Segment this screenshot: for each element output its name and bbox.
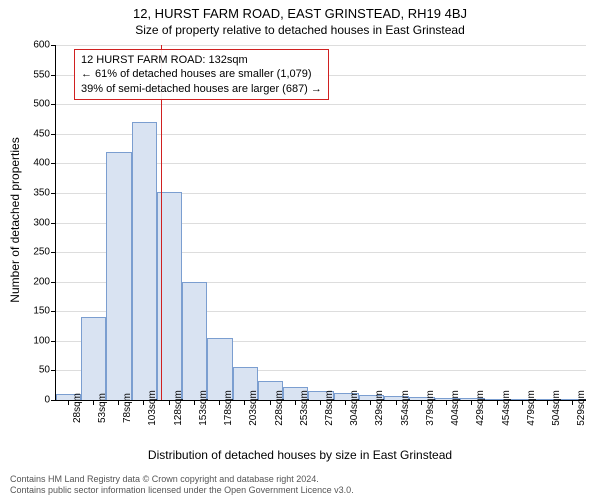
y-tick-mark xyxy=(51,45,56,46)
x-tick-label: 53sqm xyxy=(97,393,108,423)
y-tick-label: 350 xyxy=(10,187,50,198)
x-tick-label: 379sqm xyxy=(425,390,436,426)
y-tick-mark xyxy=(51,134,56,135)
histogram-bar xyxy=(81,317,106,400)
x-tick-label: 178sqm xyxy=(223,390,234,426)
annotation-box: 12 HURST FARM ROAD: 132sqm← 61% of detac… xyxy=(74,49,329,100)
x-axis-label: Distribution of detached houses by size … xyxy=(0,448,600,462)
x-tick-mark xyxy=(446,400,447,405)
x-tick-label: 228sqm xyxy=(274,390,285,426)
y-tick-mark xyxy=(51,370,56,371)
x-tick-mark xyxy=(370,400,371,405)
footer-line-2: Contains public sector information licen… xyxy=(10,485,354,496)
x-tick-mark xyxy=(522,400,523,405)
x-tick-label: 253sqm xyxy=(299,390,310,426)
y-tick-label: 500 xyxy=(10,99,50,110)
x-tick-label: 278sqm xyxy=(324,390,335,426)
y-tick-label: 0 xyxy=(10,395,50,406)
x-tick-mark xyxy=(320,400,321,405)
y-tick-label: 150 xyxy=(10,306,50,317)
x-tick-mark xyxy=(93,400,94,405)
x-tick-mark xyxy=(118,400,119,405)
x-tick-label: 103sqm xyxy=(147,390,158,426)
y-tick-label: 550 xyxy=(10,69,50,80)
histogram-bar xyxy=(132,122,157,400)
x-tick-mark xyxy=(68,400,69,405)
x-tick-mark xyxy=(194,400,195,405)
x-tick-mark xyxy=(295,400,296,405)
x-tick-mark xyxy=(547,400,548,405)
y-tick-label: 300 xyxy=(10,217,50,228)
y-tick-mark xyxy=(51,104,56,105)
x-tick-label: 504sqm xyxy=(551,390,562,426)
y-tick-label: 600 xyxy=(10,40,50,51)
x-tick-label: 78sqm xyxy=(122,393,133,423)
x-tick-label: 304sqm xyxy=(349,390,360,426)
annotation-line-1: 12 HURST FARM ROAD: 132sqm xyxy=(81,53,322,67)
chart-title: 12, HURST FARM ROAD, EAST GRINSTEAD, RH1… xyxy=(0,0,600,21)
x-tick-mark xyxy=(345,400,346,405)
x-tick-label: 128sqm xyxy=(173,390,184,426)
annotation-line-3: 39% of semi-detached houses are larger (… xyxy=(81,82,322,96)
y-tick-mark xyxy=(51,163,56,164)
y-tick-mark xyxy=(51,75,56,76)
x-tick-label: 203sqm xyxy=(248,390,259,426)
y-tick-label: 400 xyxy=(10,158,50,169)
y-tick-mark xyxy=(51,223,56,224)
x-tick-label: 429sqm xyxy=(475,390,486,426)
footer-attribution: Contains HM Land Registry data © Crown c… xyxy=(10,474,354,497)
x-tick-mark xyxy=(421,400,422,405)
x-tick-mark xyxy=(396,400,397,405)
histogram-bar xyxy=(182,282,207,400)
x-tick-label: 329sqm xyxy=(374,390,385,426)
y-tick-mark xyxy=(51,341,56,342)
x-tick-label: 404sqm xyxy=(450,390,461,426)
gridline xyxy=(56,45,586,46)
x-tick-label: 454sqm xyxy=(501,390,512,426)
x-tick-mark xyxy=(244,400,245,405)
x-tick-mark xyxy=(143,400,144,405)
chart-subtitle: Size of property relative to detached ho… xyxy=(0,21,600,37)
x-tick-label: 153sqm xyxy=(198,390,209,426)
y-tick-label: 100 xyxy=(10,335,50,346)
x-tick-mark xyxy=(572,400,573,405)
y-tick-mark xyxy=(51,282,56,283)
x-tick-label: 354sqm xyxy=(400,390,411,426)
annotation-line-2: ← 61% of detached houses are smaller (1,… xyxy=(81,67,322,81)
gridline xyxy=(56,104,586,105)
y-tick-label: 50 xyxy=(10,365,50,376)
footer-line-1: Contains HM Land Registry data © Crown c… xyxy=(10,474,354,485)
y-tick-mark xyxy=(51,311,56,312)
plot-area: 12 HURST FARM ROAD: 132sqm← 61% of detac… xyxy=(55,45,586,401)
x-tick-label: 529sqm xyxy=(576,390,587,426)
chart-container: 12, HURST FARM ROAD, EAST GRINSTEAD, RH1… xyxy=(0,0,600,500)
x-tick-mark xyxy=(169,400,170,405)
x-tick-mark xyxy=(219,400,220,405)
histogram-bar xyxy=(106,152,131,401)
x-tick-mark xyxy=(471,400,472,405)
x-tick-mark xyxy=(270,400,271,405)
y-tick-mark xyxy=(51,193,56,194)
y-tick-label: 200 xyxy=(10,276,50,287)
y-tick-mark xyxy=(51,400,56,401)
x-tick-mark xyxy=(497,400,498,405)
y-tick-label: 250 xyxy=(10,247,50,258)
x-tick-label: 28sqm xyxy=(72,393,83,423)
y-tick-label: 450 xyxy=(10,128,50,139)
y-tick-mark xyxy=(51,252,56,253)
x-tick-label: 479sqm xyxy=(526,390,537,426)
